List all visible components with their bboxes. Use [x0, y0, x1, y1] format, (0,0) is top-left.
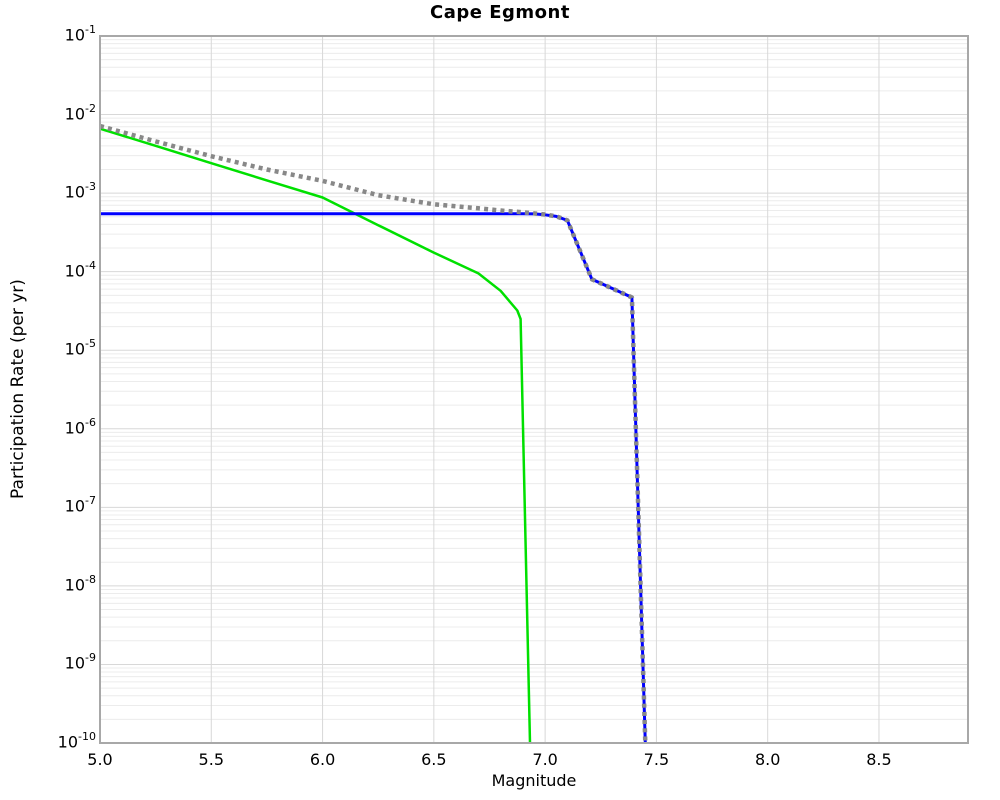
y-tick-label: 10-7 [64, 494, 96, 516]
y-tick-label: 10-9 [64, 651, 96, 673]
y-tick-label: 10-5 [64, 337, 96, 359]
x-tick-label: 8.0 [754, 750, 781, 769]
y-tick-label: 10-1 [64, 23, 96, 45]
series-gray-dotted-line [99, 123, 648, 744]
x-tick-label: 6.5 [421, 750, 447, 769]
x-tick-label: 7.5 [643, 750, 670, 769]
y-tick-label: 10-8 [64, 572, 96, 595]
chart-title: Cape Egmont [430, 2, 570, 23]
x-tick-label: 6.0 [309, 750, 336, 769]
y-axis-title: Participation Rate (per yr) [8, 279, 28, 499]
x-tick-label: 5.5 [198, 750, 225, 769]
y-tick-label: 10-10 [57, 730, 96, 752]
series-group [99, 123, 648, 744]
x-tick-label: 7.0 [532, 750, 558, 769]
y-tick-label: 10-6 [64, 415, 96, 438]
x-axis-title: Magnitude [491, 771, 577, 790]
plot-background [100, 36, 968, 743]
x-tick-label: 5.0 [87, 750, 113, 769]
y-tick-label: 10-2 [64, 101, 96, 123]
y-tick-label: 10-3 [64, 180, 96, 202]
series-green-solid-line [99, 127, 532, 744]
plot-frame [99, 35, 969, 744]
x-tick-label: 8.5 [866, 750, 892, 769]
y-tick-label: 10-4 [64, 258, 96, 280]
